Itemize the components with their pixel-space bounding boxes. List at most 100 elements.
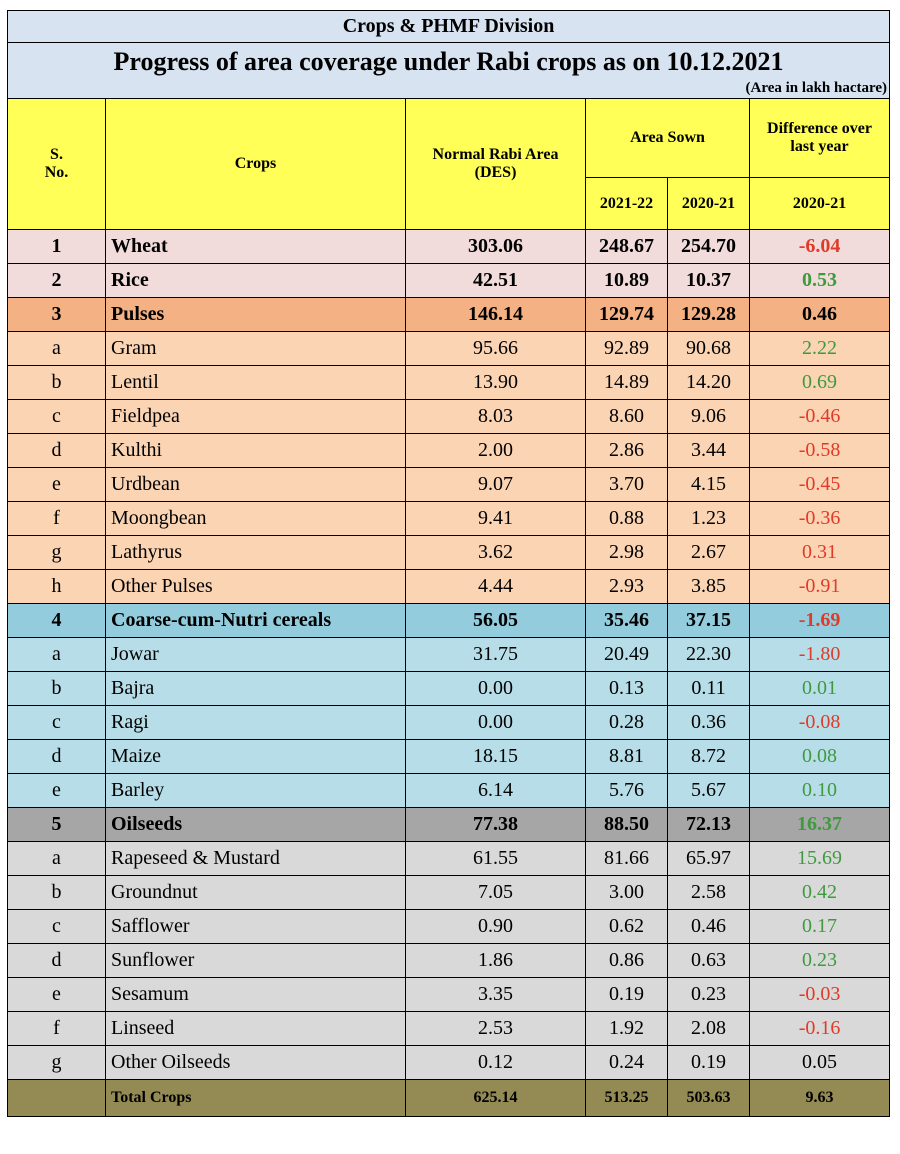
row-2021-22: 10.89 <box>585 263 668 298</box>
row-difference: 0.31 <box>748 535 891 570</box>
row-2020-21: 37.15 <box>667 603 750 638</box>
row-crop: Gram <box>105 331 406 366</box>
row-normal-area: 8.03 <box>405 399 586 434</box>
row-crop: Moongbean <box>105 501 406 536</box>
row-crop: Jowar <box>105 637 406 672</box>
header-sno-line2: No. <box>44 164 69 181</box>
row-2021-22: 0.28 <box>585 705 668 740</box>
row-sno: b <box>7 875 106 910</box>
row-2021-22: 129.74 <box>585 297 668 332</box>
row-sno: a <box>7 841 106 876</box>
row-crop: Barley <box>105 773 406 808</box>
row-2021-22: 35.46 <box>585 603 668 638</box>
row-crop: Coarse-cum-Nutri cereals <box>105 603 406 638</box>
table-row: f Linseed 2.53 1.92 2.08 -0.16 <box>7 1011 891 1046</box>
row-sno: 4 <box>7 603 106 638</box>
row-difference: -0.16 <box>748 1011 891 1046</box>
row-2020-21: 3.44 <box>667 433 750 468</box>
row-difference: 0.17 <box>748 909 891 944</box>
header-normal-area: Normal Rabi Area (DES) <box>405 98 586 230</box>
row-crop: Lentil <box>105 365 406 400</box>
row-2020-21: 129.28 <box>667 297 750 332</box>
row-normal-area: 3.62 <box>405 535 586 570</box>
header-diff-year: 2020-21 <box>748 177 891 230</box>
total-row: Total Crops 625.14 513.25 503.63 9.63 <box>7 1079 891 1117</box>
row-difference: -1.69 <box>748 603 891 638</box>
total-normal: 625.14 <box>405 1079 586 1117</box>
row-2021-22: 0.13 <box>585 671 668 706</box>
row-sno: c <box>7 705 106 740</box>
row-2021-22: 0.88 <box>585 501 668 536</box>
row-normal-area: 0.90 <box>405 909 586 944</box>
row-difference: -0.36 <box>748 501 891 536</box>
row-2021-22: 14.89 <box>585 365 668 400</box>
table-row: b Groundnut 7.05 3.00 2.58 0.42 <box>7 875 891 910</box>
row-difference: 0.53 <box>748 263 891 298</box>
row-sno: h <box>7 569 106 604</box>
row-difference: 0.42 <box>748 875 891 910</box>
column-header-row-2: 2021-22 2020-21 2020-21 <box>8 177 891 230</box>
row-2020-21: 2.08 <box>667 1011 750 1046</box>
report-title: Progress of area coverage under Rabi cro… <box>6 42 891 99</box>
table-row: 1 Wheat 303.06 248.67 254.70 -6.04 <box>7 229 891 264</box>
row-2021-22: 2.98 <box>585 535 668 570</box>
row-normal-area: 31.75 <box>405 637 586 672</box>
row-difference: 16.37 <box>748 807 891 842</box>
table-row: a Jowar 31.75 20.49 22.30 -1.80 <box>7 637 891 672</box>
row-2021-22: 2.93 <box>585 569 668 604</box>
table-row: b Lentil 13.90 14.89 14.20 0.69 <box>7 365 891 400</box>
header-crops: Crops <box>105 98 406 230</box>
row-normal-area: 2.53 <box>405 1011 586 1046</box>
table-row: 2 Rice 42.51 10.89 10.37 0.53 <box>7 263 891 298</box>
row-normal-area: 61.55 <box>405 841 586 876</box>
row-2021-22: 8.81 <box>585 739 668 774</box>
row-crop: Ragi <box>105 705 406 740</box>
row-crop: Safflower <box>105 909 406 944</box>
row-2021-22: 1.92 <box>585 1011 668 1046</box>
unit-note: (Area in lakh hactare) <box>745 80 888 96</box>
row-sno: a <box>7 331 106 366</box>
row-2021-22: 5.76 <box>585 773 668 808</box>
row-2020-21: 1.23 <box>667 501 750 536</box>
row-normal-area: 1.86 <box>405 943 586 978</box>
row-2020-21: 0.23 <box>667 977 750 1012</box>
header-year-current: 2021-22 <box>585 177 668 230</box>
table-row: g Lathyrus 3.62 2.98 2.67 0.31 <box>7 535 891 570</box>
row-sno: d <box>7 433 106 468</box>
table-row: d Sunflower 1.86 0.86 0.63 0.23 <box>7 943 891 978</box>
row-crop: Rice <box>105 263 406 298</box>
row-difference: 0.69 <box>748 365 891 400</box>
row-sno: g <box>7 535 106 570</box>
row-2021-22: 8.60 <box>585 399 668 434</box>
report-subtitle: Progress of area coverage under Rabi cro… <box>113 47 784 76</box>
table-row: 5 Oilseeds 77.38 88.50 72.13 16.37 <box>7 807 891 842</box>
row-2020-21: 14.20 <box>667 365 750 400</box>
row-normal-area: 0.00 <box>405 705 586 740</box>
row-difference: -0.58 <box>748 433 891 468</box>
row-2021-22: 0.86 <box>585 943 668 978</box>
row-2021-22: 0.19 <box>585 977 668 1012</box>
header-year-previous: 2020-21 <box>667 177 750 230</box>
row-normal-area: 2.00 <box>405 433 586 468</box>
row-sno: b <box>7 365 106 400</box>
row-2020-21: 0.11 <box>667 671 750 706</box>
table-row: e Barley 6.14 5.76 5.67 0.10 <box>7 773 891 808</box>
row-normal-area: 95.66 <box>405 331 586 366</box>
row-2021-22: 248.67 <box>585 229 668 264</box>
row-2020-21: 72.13 <box>667 807 750 842</box>
report-container: Crops & PHMF Division Progress of area c… <box>6 10 891 1117</box>
row-2021-22: 20.49 <box>585 637 668 672</box>
row-crop: Oilseeds <box>105 807 406 842</box>
rabi-crops-table: Crops & PHMF Division Progress of area c… <box>6 10 891 1117</box>
row-sno: b <box>7 671 106 706</box>
row-sno: c <box>7 909 106 944</box>
row-normal-area: 9.41 <box>405 501 586 536</box>
row-2020-21: 90.68 <box>667 331 750 366</box>
table-row: d Maize 18.15 8.81 8.72 0.08 <box>7 739 891 774</box>
row-normal-area: 13.90 <box>405 365 586 400</box>
row-sno: c <box>7 399 106 434</box>
row-difference: -6.04 <box>748 229 891 264</box>
row-2021-22: 3.00 <box>585 875 668 910</box>
total-diff: 9.63 <box>748 1079 891 1117</box>
column-header-row-1: S. No. Crops Normal Rabi Area (DES) Area… <box>7 98 891 230</box>
